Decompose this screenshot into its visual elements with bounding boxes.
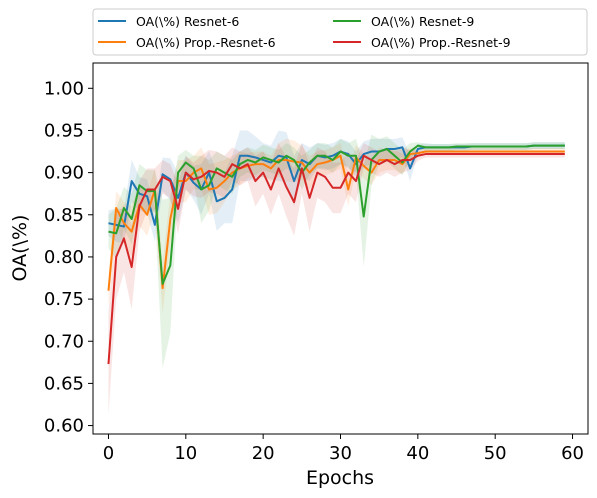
series-lines (107, 144, 565, 365)
legend-box (92, 8, 588, 56)
y-tick-label: 0.70 (44, 331, 84, 352)
legend-label-3: OA(\%) Resnet-9 (371, 14, 474, 29)
y-tick-label: 0.65 (44, 373, 84, 394)
x-tick-label: 0 (103, 443, 114, 464)
x-axis: 0 10 20 30 40 50 60 (103, 434, 584, 464)
x-tick-label: 30 (329, 443, 352, 464)
x-tick-label: 10 (174, 443, 197, 464)
series-line-4 (107, 153, 565, 365)
y-axis-label: OA(\%) (9, 215, 31, 282)
x-axis-label: Epochs (306, 467, 374, 489)
series-line-3 (108, 144, 565, 285)
legend-label-4: OA(\%) Prop.-Resnet-9 (371, 35, 511, 50)
y-tick-label: 0.75 (44, 289, 84, 310)
y-tick-label: 1.00 (44, 78, 84, 99)
x-tick-label: 50 (484, 443, 507, 464)
y-axis: 0.60 0.65 0.70 0.75 0.80 0.85 0.90 0.95 1.00 (44, 78, 93, 437)
legend-items: OA(\%) Resnet-6 OA(\%) Prop.-Resnet-6 OA(\… (98, 14, 511, 50)
legend: OA(\%) Resnet-6 OA(\%) Prop.-Resnet-6 OA(\… (92, 8, 588, 56)
y-tick-label: 0.80 (44, 247, 84, 268)
y-tick-label: 0.90 (44, 163, 84, 184)
y-tick-label: 0.85 (44, 205, 84, 226)
confidence-band-1 (108, 130, 565, 244)
y-tick-label: 0.60 (44, 416, 84, 437)
y-tick-label: 0.95 (44, 120, 84, 141)
x-tick-label: 20 (252, 443, 275, 464)
confidence-bands (108, 130, 565, 415)
legend-label-1: OA(\%) Resnet-6 (136, 14, 239, 29)
confidence-band-4 (108, 143, 565, 415)
x-tick-label: 40 (406, 443, 429, 464)
x-tick-label: 60 (561, 443, 584, 464)
legend-label-2: OA(\%) Prop.-Resnet-6 (136, 35, 276, 50)
